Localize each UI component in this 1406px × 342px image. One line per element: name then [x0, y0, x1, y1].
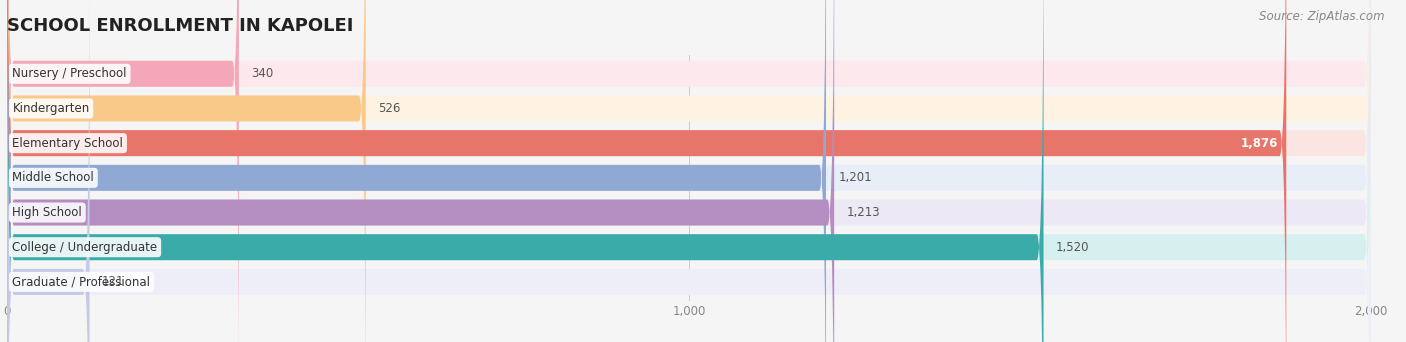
FancyBboxPatch shape: [7, 0, 90, 342]
FancyBboxPatch shape: [7, 0, 834, 342]
Text: 121: 121: [101, 275, 124, 288]
FancyBboxPatch shape: [7, 0, 1043, 342]
Text: 1,201: 1,201: [838, 171, 872, 184]
Text: 526: 526: [378, 102, 401, 115]
Text: Kindergarten: Kindergarten: [13, 102, 90, 115]
Text: Graduate / Professional: Graduate / Professional: [13, 275, 150, 288]
FancyBboxPatch shape: [7, 0, 366, 342]
Text: 1,213: 1,213: [846, 206, 880, 219]
FancyBboxPatch shape: [7, 0, 1371, 342]
FancyBboxPatch shape: [7, 0, 1371, 342]
FancyBboxPatch shape: [7, 0, 825, 342]
Text: Middle School: Middle School: [13, 171, 94, 184]
FancyBboxPatch shape: [7, 0, 1371, 342]
FancyBboxPatch shape: [7, 0, 1371, 342]
Text: Nursery / Preschool: Nursery / Preschool: [13, 67, 127, 80]
Text: Elementary School: Elementary School: [13, 137, 124, 150]
FancyBboxPatch shape: [7, 0, 239, 342]
Text: 340: 340: [252, 67, 273, 80]
Text: SCHOOL ENROLLMENT IN KAPOLEI: SCHOOL ENROLLMENT IN KAPOLEI: [7, 17, 353, 35]
FancyBboxPatch shape: [7, 0, 1286, 342]
Text: 1,876: 1,876: [1240, 137, 1278, 150]
FancyBboxPatch shape: [7, 0, 1371, 342]
Text: College / Undergraduate: College / Undergraduate: [13, 241, 157, 254]
Text: Source: ZipAtlas.com: Source: ZipAtlas.com: [1260, 10, 1385, 23]
FancyBboxPatch shape: [7, 0, 1371, 342]
Text: 1,520: 1,520: [1056, 241, 1090, 254]
Text: High School: High School: [13, 206, 82, 219]
FancyBboxPatch shape: [7, 0, 1371, 342]
